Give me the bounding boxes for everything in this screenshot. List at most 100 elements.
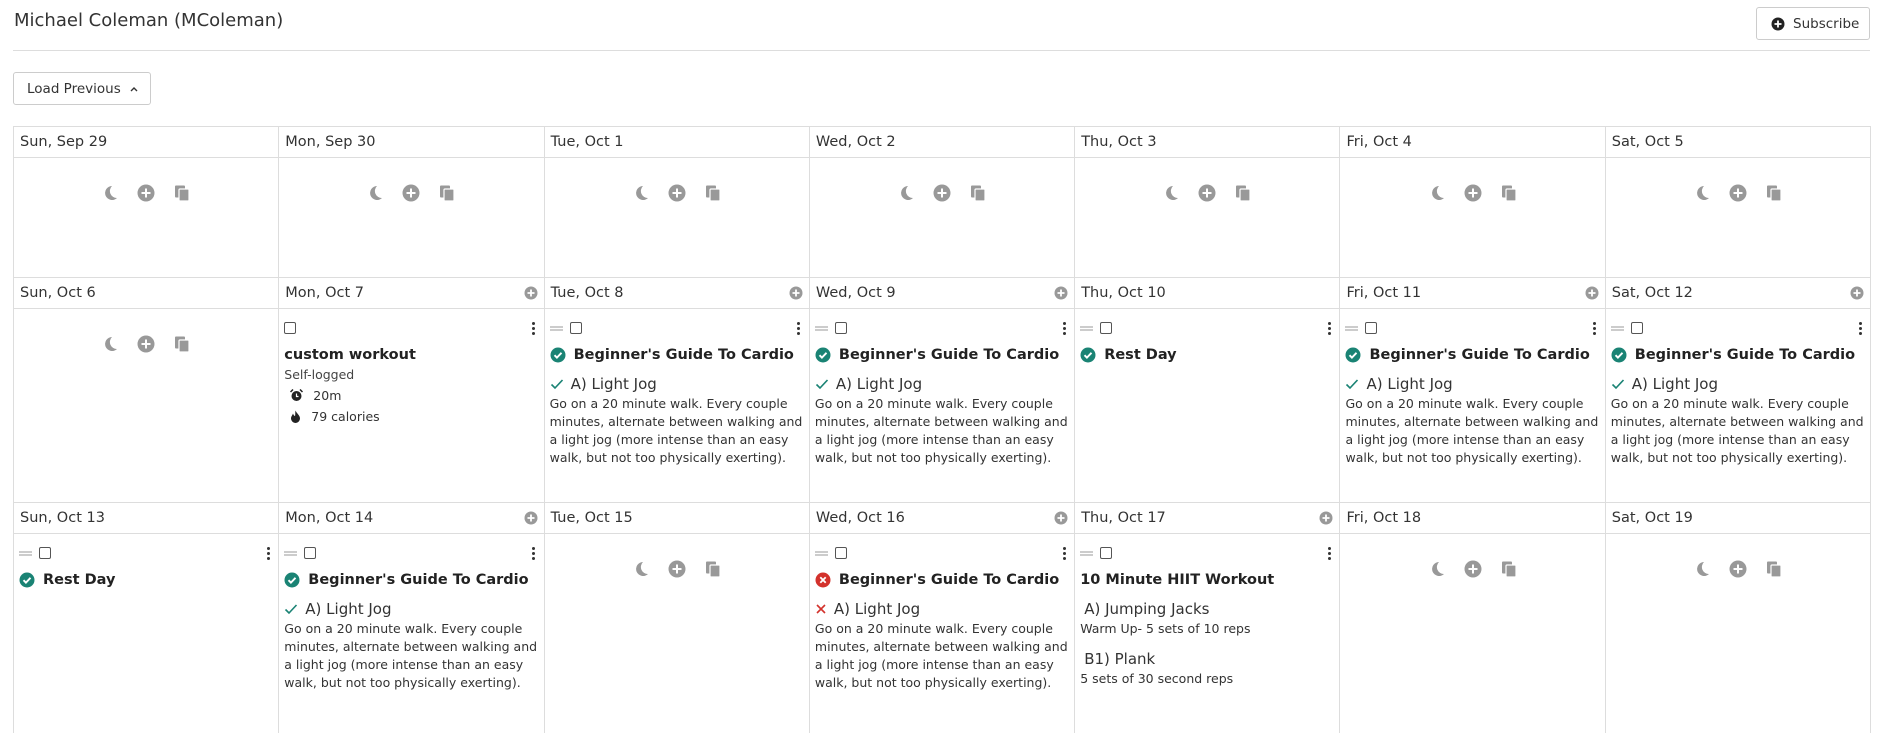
rest-day-button[interactable] (1428, 184, 1446, 202)
copy-button[interactable] (173, 184, 191, 202)
checkbox[interactable] (284, 322, 297, 334)
exercise-mark-glyph (1611, 379, 1624, 390)
add-button[interactable] (933, 184, 951, 202)
status-icon (815, 347, 831, 363)
menu-button[interactable] (1590, 321, 1600, 335)
subscribe-button[interactable]: Subscribe (1756, 7, 1870, 40)
add-button[interactable] (668, 184, 686, 202)
checkbox[interactable] (1365, 322, 1378, 334)
rest-day-button[interactable] (366, 184, 384, 202)
add-button[interactable] (1729, 184, 1747, 202)
load-previous-button[interactable]: Load Previous (13, 72, 151, 105)
checkbox[interactable] (1630, 322, 1643, 334)
checkbox[interactable] (1100, 322, 1113, 334)
copy-button[interactable] (1234, 184, 1252, 202)
add-button[interactable] (1464, 184, 1482, 202)
copy-button-glyph (440, 185, 456, 202)
workout-title-row: 10 Minute HIIT Workout (1080, 572, 1334, 588)
copy-button[interactable] (1500, 184, 1518, 202)
add-workout[interactable] (1054, 286, 1068, 300)
copy-button[interactable] (1765, 560, 1783, 578)
add-button[interactable] (1729, 560, 1747, 578)
status-icon (1345, 347, 1361, 363)
workout-controls (814, 322, 847, 334)
day-cell (544, 533, 810, 733)
copy-button[interactable] (438, 184, 456, 202)
add-workout[interactable] (524, 286, 538, 300)
menu-button[interactable] (1855, 321, 1865, 335)
drag-handle[interactable] (814, 550, 828, 556)
add-workout[interactable] (1850, 286, 1864, 300)
add-button-glyph (668, 560, 686, 578)
dot (1062, 331, 1066, 335)
workout-stat: 79 calories (284, 409, 538, 424)
rest-day-button[interactable] (1693, 560, 1711, 578)
add-workout[interactable] (1319, 511, 1333, 525)
day-cell: Beginner's Guide To Cardio A) Light Jog Go… (1340, 308, 1606, 502)
drag-handle[interactable] (19, 550, 32, 556)
copy-button[interactable] (969, 184, 987, 202)
rest-day-button[interactable] (632, 184, 650, 202)
add-button[interactable] (137, 184, 155, 202)
rest-day-button[interactable] (897, 184, 915, 202)
drag-handle[interactable] (1080, 325, 1094, 331)
drag-handle[interactable] (814, 325, 828, 331)
add-workout[interactable] (1585, 286, 1599, 300)
rest-day-button[interactable] (101, 335, 119, 353)
drag-handle[interactable] (549, 325, 563, 331)
rest-day-button[interactable] (1693, 184, 1711, 202)
exercise-mark-glyph (550, 379, 563, 390)
add-button[interactable] (1464, 560, 1482, 578)
add-button[interactable] (137, 335, 155, 353)
checkbox[interactable] (569, 322, 582, 334)
workout: Beginner's Guide To Cardio A) Light Jog Go… (549, 319, 804, 467)
copy-button[interactable] (1765, 184, 1783, 202)
checkbox[interactable] (834, 322, 847, 334)
add-button[interactable] (668, 560, 686, 578)
exercise-description: Go on a 20 minute walk. Every couple min… (814, 621, 1068, 690)
add-button[interactable] (402, 184, 420, 202)
menu-button[interactable] (529, 321, 539, 335)
checkbox[interactable] (1100, 547, 1113, 559)
workout-title: Rest Day (1104, 347, 1177, 363)
menu-button[interactable] (1059, 321, 1069, 335)
checkbox[interactable] (834, 547, 847, 559)
add-workout-glyph (1850, 286, 1864, 300)
rest-day-button[interactable] (632, 560, 650, 578)
menu-button[interactable] (1324, 546, 1334, 560)
workout: Beginner's Guide To Cardio A) Light Jog Go… (1610, 319, 1865, 467)
add-workout[interactable] (789, 286, 803, 300)
rest-day-button[interactable] (101, 184, 119, 202)
menu-button[interactable] (794, 321, 804, 335)
rest-day-button[interactable] (1428, 560, 1446, 578)
day-header: Fri, Oct 18 (1340, 502, 1606, 533)
day-date: Sun, Oct 6 (20, 285, 96, 301)
day-cell: Beginner's Guide To Cardio A) Light Jog Go… (809, 308, 1076, 502)
menu-button[interactable] (263, 546, 273, 560)
menu-button[interactable] (1059, 546, 1069, 560)
drag-handle[interactable] (1345, 325, 1359, 331)
copy-button[interactable] (173, 335, 191, 353)
exercise-mark-glyph (816, 604, 826, 614)
week-row: Sun, Sep 29 Mon, Sep 30 Tue, Oct 1 Wed, Oct… (14, 126, 1872, 277)
rest-day-button[interactable] (1162, 184, 1180, 202)
copy-button[interactable] (704, 184, 722, 202)
menu-button[interactable] (529, 546, 539, 560)
copy-button-glyph (1766, 561, 1782, 578)
workout-controls (1080, 322, 1113, 334)
drag-handle[interactable] (1610, 325, 1624, 331)
drag-handle[interactable] (284, 550, 298, 556)
add-button[interactable] (1198, 184, 1216, 202)
add-workout[interactable] (1054, 511, 1068, 525)
copy-button[interactable] (704, 560, 722, 578)
day-header: Sat, Oct 5 (1605, 126, 1872, 157)
workout-toolbar (19, 544, 273, 562)
day-date: Sat, Oct 5 (1611, 134, 1684, 150)
checkbox[interactable] (304, 547, 317, 559)
workout-title-row: Beginner's Guide To Cardio (284, 572, 538, 588)
menu-button[interactable] (1324, 321, 1334, 335)
copy-button[interactable] (1500, 560, 1518, 578)
add-workout[interactable] (524, 511, 538, 525)
drag-handle[interactable] (1080, 550, 1094, 556)
checkbox[interactable] (39, 547, 51, 559)
